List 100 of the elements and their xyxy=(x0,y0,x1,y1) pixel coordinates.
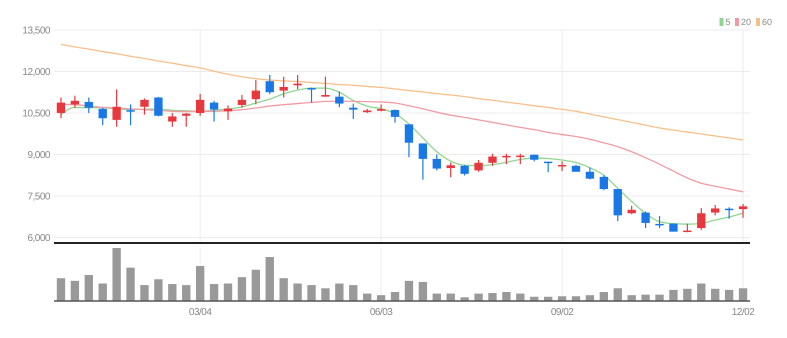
candlestick xyxy=(516,153,524,165)
bar xyxy=(641,294,650,301)
candlestick xyxy=(335,90,344,108)
candlestick xyxy=(544,161,552,173)
candlestick xyxy=(182,112,190,128)
candlestick xyxy=(196,93,204,116)
candlestick xyxy=(586,167,594,180)
bar xyxy=(669,290,678,301)
bar xyxy=(98,284,107,301)
bar xyxy=(683,288,692,301)
candlestick xyxy=(98,107,107,126)
bar xyxy=(628,295,636,301)
legend-label: 60 xyxy=(762,17,772,28)
candlestick xyxy=(126,104,135,126)
candlestick xyxy=(558,160,566,172)
x-tick-label: 09/02 xyxy=(550,307,574,318)
y-tick-label: 6,000 xyxy=(27,232,51,244)
bar xyxy=(126,268,135,301)
bar xyxy=(321,288,330,301)
y-tick-label: 10,500 xyxy=(22,108,51,120)
bar xyxy=(84,275,93,301)
bar xyxy=(280,278,288,301)
candlestick xyxy=(168,112,176,128)
bar xyxy=(182,285,190,301)
bar xyxy=(335,284,344,301)
bar xyxy=(252,270,260,301)
x-tick-label: 06/03 xyxy=(370,307,394,318)
candlestick xyxy=(446,162,455,178)
candlestick xyxy=(307,86,316,104)
line-series xyxy=(60,44,744,141)
candlestick xyxy=(252,79,260,106)
candlestick xyxy=(697,208,706,230)
bar xyxy=(738,288,748,301)
candlestick xyxy=(293,74,302,90)
bar xyxy=(210,284,218,301)
candlestick xyxy=(488,153,497,166)
bar xyxy=(293,284,302,301)
bar xyxy=(390,292,400,301)
bar xyxy=(724,290,734,301)
candlestick xyxy=(655,215,664,229)
x-tick-label: 03/04 xyxy=(188,307,212,318)
candlestick xyxy=(84,96,93,114)
bar xyxy=(238,277,246,301)
candlestick xyxy=(404,124,414,158)
candlestick xyxy=(266,74,274,94)
bar xyxy=(224,284,232,301)
candlestick xyxy=(600,174,608,191)
candlestick xyxy=(280,76,288,98)
candlestick xyxy=(474,159,483,172)
bar xyxy=(446,294,455,301)
bar xyxy=(516,294,524,301)
candlestick xyxy=(349,102,358,120)
bar xyxy=(376,295,386,301)
bar xyxy=(168,284,176,301)
candlestick xyxy=(641,210,650,229)
bar xyxy=(655,294,664,301)
bar xyxy=(711,288,720,301)
candlestick xyxy=(390,108,400,124)
legend-label: 20 xyxy=(741,17,752,28)
candlestick xyxy=(154,96,163,117)
bar xyxy=(349,285,358,301)
candlestick xyxy=(711,204,720,216)
bar xyxy=(474,294,483,301)
candlestick xyxy=(724,206,734,220)
candlestick xyxy=(70,95,80,108)
bar xyxy=(112,248,121,301)
bar xyxy=(196,266,204,301)
y-tick-label: 9,000 xyxy=(27,150,51,161)
bar xyxy=(586,295,594,301)
bar xyxy=(558,296,566,301)
bar xyxy=(600,292,608,301)
candlestick xyxy=(140,98,149,116)
y-tick-label: 12,000 xyxy=(22,66,51,78)
candlestick xyxy=(418,142,428,180)
candlestick xyxy=(460,164,469,176)
bar xyxy=(432,294,441,301)
bar xyxy=(140,285,149,301)
x-tick-label: 12/02 xyxy=(732,307,756,318)
y-tick-label: 13,500 xyxy=(22,26,51,36)
bar xyxy=(70,280,80,301)
candlestick xyxy=(56,96,66,119)
bar xyxy=(307,285,316,301)
legend-label: 5 xyxy=(726,17,731,28)
candlestick xyxy=(224,104,232,121)
bar xyxy=(697,284,706,301)
bar xyxy=(266,257,274,301)
candlestick xyxy=(238,94,246,108)
candlestick xyxy=(502,153,511,165)
candlestick xyxy=(432,154,441,171)
bar xyxy=(418,282,428,301)
bar xyxy=(56,278,66,301)
bar xyxy=(363,294,372,301)
candlestick xyxy=(210,100,218,122)
bar xyxy=(614,288,622,301)
candlestick xyxy=(112,88,121,128)
bar xyxy=(502,292,511,301)
bar xyxy=(404,280,414,301)
bar xyxy=(488,293,497,301)
y-tick-label: 7,500 xyxy=(27,191,51,202)
bar xyxy=(154,279,163,301)
